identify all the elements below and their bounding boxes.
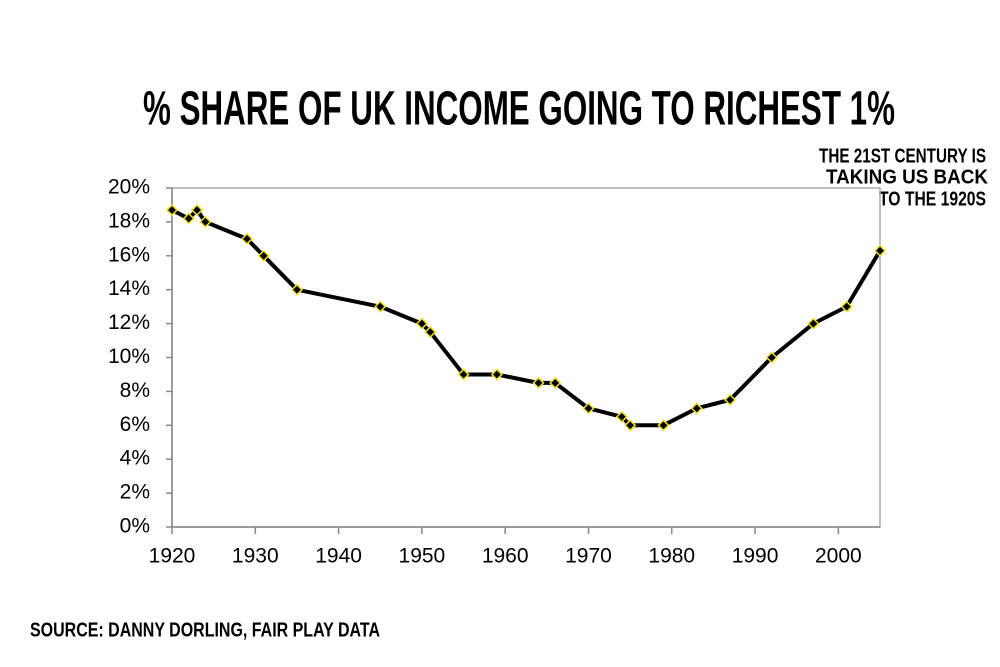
marker [457, 368, 470, 381]
marker [549, 376, 562, 389]
x-tick-label: 1990 [732, 545, 779, 568]
marker [190, 203, 204, 217]
x-tick-label: 1930 [232, 545, 279, 568]
marker [615, 410, 628, 423]
y-tick-label: 8% [120, 379, 150, 402]
marker [657, 419, 670, 432]
marker [840, 300, 853, 313]
y-tick-label: 12% [108, 311, 150, 334]
marker [490, 368, 503, 381]
annotation: TO THE 1920S [879, 188, 986, 210]
annotation: TAKING US BACK [826, 166, 989, 188]
marker [807, 317, 820, 330]
x-tick-label: 1970 [565, 545, 612, 568]
y-tick-label: 20% [108, 176, 150, 199]
y-tick-label: 18% [108, 209, 150, 232]
marker [374, 300, 387, 313]
source: SOURCE: DANNY DORLING, FAIR PLAY DATA [30, 619, 380, 641]
annotation: THE 21ST CENTURY IS [819, 145, 986, 167]
marker [532, 376, 545, 389]
marker [415, 317, 428, 330]
marker [582, 402, 595, 415]
x-tick-label: 1950 [399, 545, 446, 568]
chart-title: % SHARE OF UK INCOME GOING TO RICHEST 1% [143, 83, 895, 136]
y-tick-label: 16% [108, 243, 150, 266]
marker [182, 212, 195, 225]
marker [624, 419, 637, 432]
marker [873, 244, 887, 257]
marker [424, 326, 437, 339]
x-tick-label: 1960 [482, 545, 529, 568]
x-tick-label: 1920 [149, 545, 196, 568]
y-tick-label: 14% [108, 277, 150, 300]
line [171, 208, 882, 428]
x-tick-label: 1940 [315, 545, 362, 568]
marker [690, 402, 703, 415]
marker [165, 203, 179, 217]
x-tick-label: 1980 [648, 545, 695, 568]
y-tick-label: 10% [108, 345, 150, 368]
y-tick-label: 2% [120, 481, 150, 504]
marker [765, 351, 778, 364]
marker [724, 393, 737, 406]
marker [290, 283, 304, 296]
x-tick-label: 2000 [815, 545, 862, 568]
marker [257, 249, 270, 262]
y-tick-label: 0% [120, 515, 150, 538]
y-tick-label: 6% [120, 413, 150, 436]
marker [240, 232, 254, 245]
y-tick-label: 4% [120, 447, 150, 470]
marker [199, 215, 212, 228]
